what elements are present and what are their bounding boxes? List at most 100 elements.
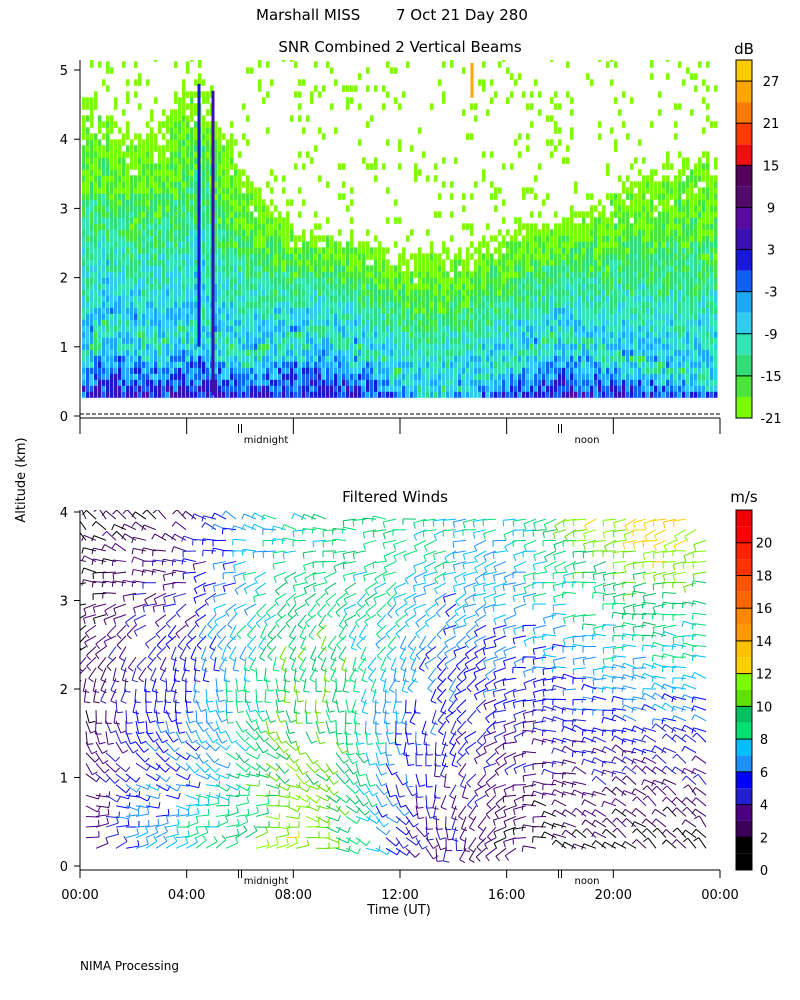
snr-cell — [274, 241, 278, 248]
snr-cell — [314, 289, 318, 296]
snr-cell — [134, 79, 138, 86]
snr-cell — [306, 289, 310, 296]
snr-cell — [382, 253, 386, 260]
snr-cell — [566, 271, 570, 278]
snr-cell — [82, 205, 86, 212]
snr-cell — [186, 91, 190, 98]
snr-cell — [270, 217, 274, 224]
snr-cell — [558, 295, 562, 302]
snr-cell — [98, 157, 102, 164]
snr-cell — [170, 373, 174, 380]
snr-cell — [622, 325, 626, 332]
snr-cell — [102, 193, 106, 200]
snr-cell — [614, 277, 618, 284]
snr-cell — [638, 193, 642, 200]
snr-cell — [186, 271, 190, 278]
snr-cell — [98, 367, 102, 374]
snr-cell — [218, 289, 222, 296]
snr-cell — [358, 349, 362, 356]
snr-cell — [390, 337, 394, 344]
snr-cell — [622, 217, 626, 224]
snr-cell — [622, 91, 626, 98]
snr-cell — [614, 247, 618, 254]
snr-cell — [474, 181, 478, 188]
snr-cell — [614, 235, 618, 242]
snr-cell — [242, 103, 246, 110]
snr-cell — [246, 319, 250, 326]
snr-cell — [318, 337, 322, 344]
snr-cell — [290, 367, 294, 374]
snr-cell — [490, 271, 494, 278]
snr-cell — [462, 277, 466, 284]
snr-cell — [534, 319, 538, 326]
snr-cell — [322, 331, 326, 338]
snr-cell — [158, 283, 162, 290]
snr-cell — [578, 265, 582, 272]
snr-cell — [310, 391, 314, 398]
snr-cell — [386, 373, 390, 380]
snr-cell — [298, 367, 302, 374]
snr-cell — [350, 331, 354, 338]
snr-cell — [130, 295, 134, 302]
snr-cell — [202, 223, 206, 230]
snr-cell — [534, 277, 538, 284]
snr-cell — [634, 331, 638, 338]
snr-cell — [254, 277, 258, 284]
snr-cell — [318, 385, 322, 392]
snr-cell — [642, 343, 646, 350]
snr-cell — [234, 325, 238, 332]
snr-cell — [110, 193, 114, 200]
snr-cell — [366, 163, 370, 170]
snr-cell — [166, 337, 170, 344]
snr-cell — [186, 259, 190, 266]
snr-cell — [366, 355, 370, 362]
snr-cell — [214, 355, 218, 362]
snr-cell — [166, 145, 170, 152]
snr-cell — [162, 355, 166, 362]
snr-cell — [526, 307, 530, 314]
snr-cell — [482, 307, 486, 314]
snr-cell — [386, 217, 390, 224]
snr-cell — [226, 157, 230, 164]
snr-cell — [218, 169, 222, 176]
snr-cell — [358, 307, 362, 314]
snr-cell — [146, 229, 150, 236]
snr-cell — [526, 313, 530, 320]
snr-cell — [202, 367, 206, 374]
snr-cell — [350, 241, 354, 248]
snr-cell — [330, 289, 334, 296]
snr-cell — [290, 283, 294, 290]
snr-cell — [134, 319, 138, 326]
snr-cell — [406, 265, 410, 272]
snr-cell — [306, 307, 310, 314]
snr-cell — [534, 289, 538, 296]
snr-cell — [82, 187, 86, 194]
snr-cell — [94, 181, 98, 188]
snr-cell — [154, 163, 158, 170]
snr-cell — [258, 229, 262, 236]
snr-cell — [254, 271, 258, 278]
snr-cell — [618, 211, 622, 218]
snr-cell — [266, 265, 270, 272]
snr-cell — [462, 313, 466, 320]
snr-cell — [238, 385, 242, 392]
snr-cell — [142, 307, 146, 314]
snr-cell — [298, 271, 302, 278]
snr-cell — [498, 385, 502, 392]
snr-cell — [386, 139, 390, 146]
snr-cell — [606, 169, 610, 176]
snr-cell — [334, 361, 338, 368]
snr-cell — [198, 361, 202, 368]
snr-cell — [166, 229, 170, 236]
snr-cell — [226, 265, 230, 272]
snr-cell — [626, 355, 630, 362]
snr-cell — [130, 391, 134, 398]
snr-cell — [358, 139, 362, 146]
snr-cell — [98, 253, 102, 260]
snr-cell — [182, 247, 186, 254]
snr-cell — [114, 325, 118, 332]
snr-cell — [170, 163, 174, 170]
snr-cell — [614, 379, 618, 386]
snr-cell — [586, 223, 590, 230]
snr-cell — [154, 133, 158, 140]
